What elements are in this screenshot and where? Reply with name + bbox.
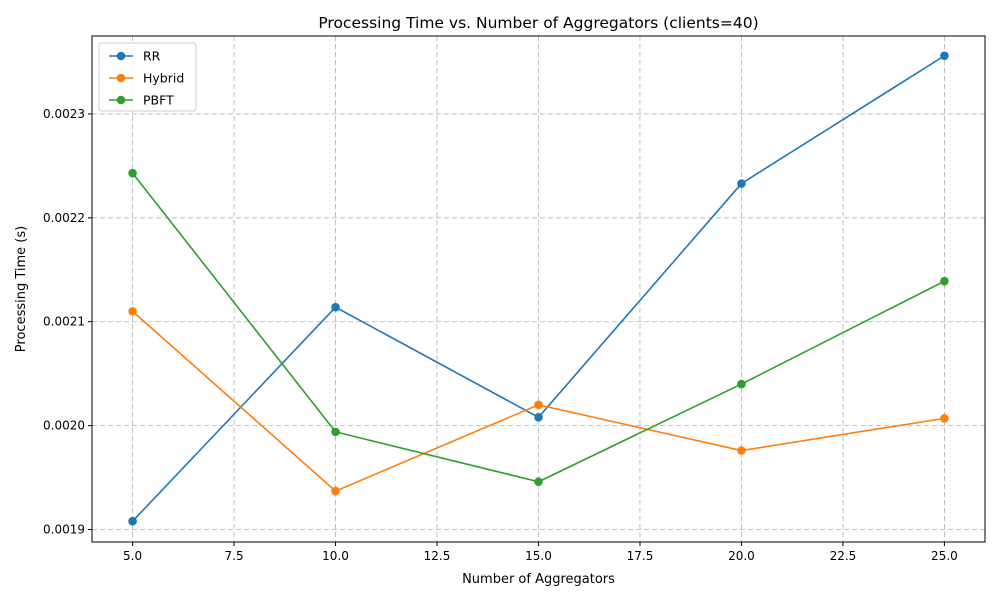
x-tick-label: 25.0 xyxy=(931,549,958,563)
legend-marker-rr xyxy=(116,51,126,61)
x-tick-label: 22.5 xyxy=(830,549,857,563)
y-tick-label: 0.0022 xyxy=(43,211,85,225)
series-rr xyxy=(128,51,949,526)
data-point-hybrid xyxy=(737,446,746,455)
data-point-rr xyxy=(331,302,340,312)
data-point-rr xyxy=(128,516,137,526)
legend-label-pbft: PBFT xyxy=(143,93,174,108)
y-tick-label: 0.0023 xyxy=(43,107,85,121)
x-tick-label: 17.5 xyxy=(627,549,654,563)
y-axis-label: Processing Time (s) xyxy=(14,226,29,352)
data-point-hybrid xyxy=(331,486,340,496)
y-tick-label: 0.0021 xyxy=(43,315,85,329)
legend-marker-pbft xyxy=(116,95,126,105)
data-point-pbft xyxy=(128,168,137,178)
data-point-hybrid xyxy=(534,400,543,410)
legend-marker-hybrid xyxy=(116,73,126,83)
chart-title: Processing Time vs. Number of Aggregator… xyxy=(318,14,758,32)
x-axis-ticks: 5.0 7.5 10.0 12.5 15.0 17.5 20.0 22.5 25.0 xyxy=(123,542,958,563)
x-axis-label: Number of Aggregators xyxy=(462,572,615,587)
x-tick-label: 7.5 xyxy=(225,549,244,563)
legend-item-pbft: PBFT xyxy=(109,93,174,108)
legend-item-rr: RR xyxy=(109,49,161,64)
data-point-pbft xyxy=(737,379,746,389)
data-point-pbft xyxy=(331,427,340,437)
data-point-hybrid xyxy=(940,414,949,423)
data-point-pbft xyxy=(534,477,543,487)
x-tick-label: 12.5 xyxy=(424,549,451,563)
y-tick-label: 0.0019 xyxy=(43,523,85,537)
data-point-pbft xyxy=(940,276,949,286)
legend-label-hybrid: Hybrid xyxy=(143,71,184,86)
data-point-rr xyxy=(534,413,543,422)
x-tick-label: 10.0 xyxy=(322,549,349,563)
data-point-rr xyxy=(940,51,949,61)
x-tick-label: 20.0 xyxy=(728,549,755,563)
series-pbft xyxy=(128,168,949,487)
legend: RR Hybrid PBFT xyxy=(98,42,197,112)
data-point-hybrid xyxy=(128,307,137,316)
series-hybrid xyxy=(128,307,949,496)
data-point-rr xyxy=(737,179,746,188)
x-tick-label: 5.0 xyxy=(123,549,142,563)
x-tick-label: 15.0 xyxy=(525,549,552,563)
y-tick-label: 0.0020 xyxy=(43,419,85,433)
legend-box xyxy=(98,42,197,112)
grid xyxy=(92,36,985,542)
series-lines xyxy=(128,51,949,526)
y-axis-ticks: 0.0019 0.0020 0.0021 0.0022 0.0023 xyxy=(43,107,92,537)
legend-item-hybrid: Hybrid xyxy=(109,71,184,86)
legend-label-rr: RR xyxy=(143,49,161,64)
